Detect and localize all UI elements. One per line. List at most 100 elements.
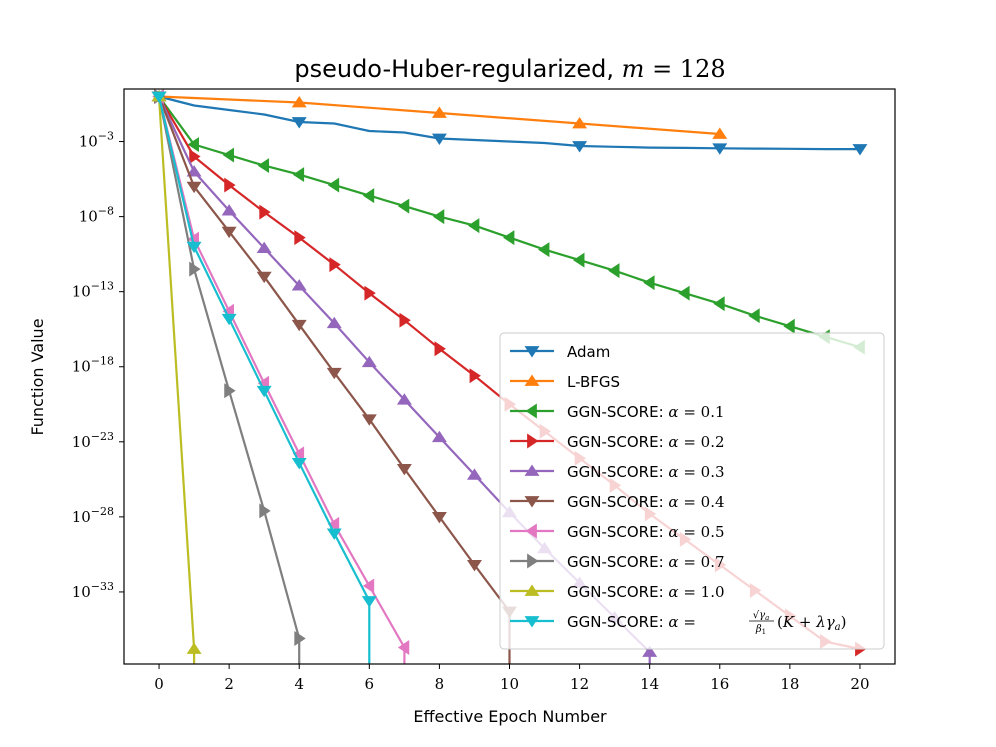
data-point	[327, 516, 340, 532]
data-point	[189, 261, 201, 277]
legend-label: GGN-SCORE: α = 0.1	[567, 403, 725, 421]
data-point	[361, 355, 377, 368]
y-axis-label: Function Value	[28, 318, 47, 435]
series-9	[151, 91, 377, 664]
y-tick-label: 10−18	[72, 355, 114, 376]
data-point	[431, 133, 447, 146]
series-2	[152, 89, 865, 355]
y-tick-label: 10−8	[79, 205, 114, 226]
data-point	[852, 144, 868, 156]
data-point	[186, 642, 202, 654]
x-tick-label: 12	[570, 675, 589, 693]
legend-fraction-denominator: β1	[755, 624, 766, 636]
data-point	[431, 106, 447, 118]
legend-label: GGN-SCORE: α = 0.5	[567, 523, 725, 541]
legend-box	[499, 332, 885, 650]
data-point	[224, 177, 236, 193]
data-point	[327, 177, 340, 193]
legend-entry: GGN-SCORE: α = 0.3	[510, 463, 725, 481]
legend-formula-rest: (K + λγa)	[777, 613, 847, 633]
data-point	[326, 316, 342, 329]
chart-title: pseudo-Huber-regularized, m = 128	[294, 55, 725, 83]
data-point	[783, 318, 795, 334]
series-1	[151, 90, 728, 139]
legend-swatch-marker	[525, 403, 537, 419]
data-point	[329, 257, 341, 273]
y-tick-label: 10−13	[72, 280, 114, 301]
series-layer	[151, 89, 868, 664]
legend-swatch-marker	[527, 433, 539, 449]
data-point	[467, 218, 480, 234]
data-point	[256, 241, 272, 254]
data-point	[256, 385, 272, 398]
series-5	[151, 91, 517, 664]
legend-label: GGN-SCORE: α = 1.0	[567, 583, 725, 601]
x-tick-label: 4	[294, 675, 304, 693]
data-point	[291, 319, 307, 332]
x-tick-label: 0	[154, 675, 164, 693]
data-point	[361, 414, 377, 426]
legend-swatch-marker	[527, 553, 539, 569]
data-point	[748, 308, 760, 324]
data-point	[326, 367, 342, 380]
x-axis: 0 2 4 6 8 10 12 14 16 18 20	[154, 664, 870, 693]
data-point	[224, 383, 236, 399]
legend-swatch-marker	[524, 616, 540, 628]
data-point	[364, 285, 376, 301]
x-tick-label: 2	[224, 675, 234, 693]
data-point	[294, 230, 306, 246]
series-line	[157, 96, 371, 664]
y-tick-label: 10−28	[72, 505, 114, 526]
data-point	[466, 560, 482, 572]
legend: Adam L-BFGS GGN-SCORE: α = 0.1 GGN-SCORE: α…	[499, 332, 885, 650]
data-point	[538, 242, 550, 258]
legend-entry: GGN-SCORE: α = 0.7	[510, 553, 725, 571]
data-point	[221, 313, 237, 326]
legend-entry: L-BFGS	[510, 373, 620, 391]
x-tick-label: 18	[780, 675, 799, 693]
y-tick-label: 10−23	[72, 430, 114, 451]
data-point	[678, 285, 690, 301]
legend-entry: GGN-SCORE: α = 0.2	[510, 433, 725, 451]
data-point	[397, 640, 410, 655]
x-tick-label: 6	[365, 675, 375, 693]
y-axis: 10−3 10−8 10−13 10−18 10−23 10−28 10−33	[72, 130, 124, 601]
x-axis-label: Effective Epoch Number	[413, 707, 607, 726]
data-point	[221, 204, 237, 216]
data-point	[291, 457, 307, 470]
data-point	[362, 578, 375, 594]
legend-swatch-marker	[524, 496, 540, 508]
legend-entry: Adam	[510, 343, 610, 361]
y-tick-label: 10−33	[72, 580, 114, 601]
data-point	[396, 393, 412, 405]
data-point	[573, 252, 585, 268]
data-point	[361, 596, 377, 608]
data-point	[151, 91, 167, 104]
legend-fraction-numerator: √γa	[753, 610, 770, 622]
data-point	[259, 503, 271, 519]
data-point	[572, 141, 588, 153]
data-point	[466, 468, 482, 480]
data-point	[187, 137, 199, 153]
data-point	[186, 165, 202, 177]
legend-entry: GGN-SCORE: α = 0.4	[510, 493, 725, 511]
data-point	[291, 279, 307, 291]
data-point	[186, 241, 202, 254]
data-point	[291, 96, 307, 108]
legend-label: GGN-SCORE: α = 0.4	[567, 493, 725, 511]
legend-swatch-marker	[524, 374, 540, 386]
data-point	[257, 158, 270, 174]
legend-label: GGN-SCORE: α = 0.2	[567, 433, 725, 451]
legend-label: GGN-SCORE: α = 0.3	[567, 463, 725, 481]
data-point	[189, 149, 201, 165]
data-point	[434, 341, 446, 357]
data-point	[186, 181, 202, 194]
data-point	[291, 117, 307, 129]
series-line	[158, 95, 861, 349]
data-point	[432, 209, 445, 225]
data-point	[362, 188, 375, 204]
data-point	[222, 147, 235, 163]
data-point	[294, 631, 306, 646]
data-point	[259, 204, 271, 220]
